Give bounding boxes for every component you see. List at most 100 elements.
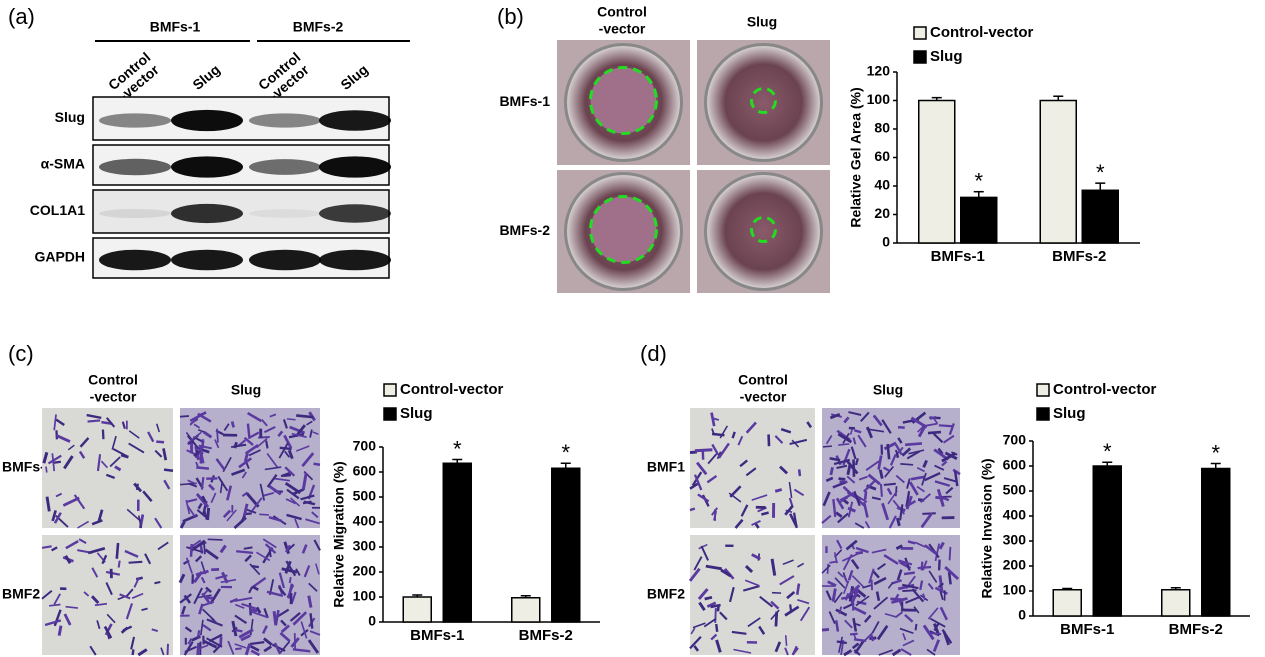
stained-cell: [268, 516, 283, 523]
stained-cell: [230, 421, 235, 428]
stained-cell: [905, 596, 920, 604]
stained-cell: [272, 611, 278, 626]
stained-cell: [932, 623, 940, 636]
stained-cell: [842, 485, 855, 497]
stained-cell: [141, 607, 148, 611]
stained-cell: [291, 432, 307, 439]
stained-cell: [251, 585, 259, 591]
stained-cell: [902, 583, 919, 590]
stained-cell: [829, 560, 838, 564]
stained-cell: [240, 634, 251, 642]
stained-cell: [105, 473, 116, 480]
stained-cell: [246, 423, 251, 440]
legend-swatch: [913, 50, 927, 64]
stained-cell: [311, 511, 319, 519]
stained-cell: [103, 625, 113, 639]
stained-cell: [853, 429, 862, 434]
stained-cell: [902, 632, 907, 641]
stained-cell: [793, 488, 805, 497]
well: [704, 172, 823, 291]
stained-cell: [887, 490, 898, 505]
stained-cell: [710, 603, 721, 609]
stained-cell: [734, 518, 744, 529]
stained-cell: [845, 539, 858, 551]
stained-cell: [821, 514, 832, 524]
stained-cell: [307, 595, 313, 608]
stained-cell: [770, 609, 780, 621]
stained-cell: [871, 496, 881, 501]
stained-cell: [303, 500, 316, 506]
stained-cell: [160, 647, 165, 656]
stained-cell: [195, 569, 209, 577]
stained-cell: [863, 491, 868, 500]
stained-cell: [105, 582, 113, 596]
stained-cell: [855, 551, 864, 555]
stained-cell: [231, 443, 247, 449]
stained-cell: [185, 557, 194, 574]
stained-cell: [916, 485, 925, 493]
stained-cell: [203, 508, 208, 520]
stained-cell: [928, 570, 938, 583]
stained-cell: [78, 450, 86, 459]
stained-cell: [896, 517, 901, 527]
stained-cell: [900, 463, 914, 466]
y-tick-label: 200: [1003, 557, 1027, 573]
column-label: Slug: [231, 382, 261, 398]
stained-cell: [922, 624, 935, 641]
bar: [918, 99, 956, 244]
stained-cell: [937, 582, 944, 589]
x-tick-label: BMFs-1: [931, 248, 985, 265]
stained-cell: [131, 649, 135, 656]
stained-cell: [897, 446, 904, 454]
stained-cell: [120, 626, 129, 634]
stained-cell: [715, 623, 719, 632]
bar: [1052, 589, 1082, 617]
stained-cell: [920, 561, 924, 571]
x-tick-label: BMFs-1: [410, 627, 464, 644]
stained-cell: [878, 469, 884, 479]
legend-swatch: [1036, 383, 1050, 397]
stained-cell: [89, 645, 97, 656]
stained-cell: [195, 492, 210, 508]
stained-cell: [285, 498, 297, 505]
stained-cell: [193, 587, 203, 605]
stained-cell: [922, 512, 936, 515]
stained-cell: [947, 571, 952, 585]
stained-cell: [707, 453, 718, 465]
stained-cell: [770, 558, 777, 576]
stained-cell: [871, 621, 880, 634]
y-tick-label: 20: [874, 205, 890, 221]
stained-cell: [117, 560, 121, 568]
stained-cell: [286, 418, 296, 421]
stained-cell: [295, 568, 301, 576]
stained-cell: [881, 419, 892, 434]
stained-cell: [878, 649, 894, 656]
stained-cell: [895, 611, 904, 618]
stained-cell: [698, 601, 706, 611]
stained-cell: [854, 458, 859, 466]
stained-cell: [189, 418, 199, 425]
stained-cell: [882, 466, 891, 472]
legend-label: Control-vector: [930, 24, 1034, 41]
stained-cell: [876, 624, 889, 641]
stained-cell: [41, 589, 53, 600]
stained-cell: [855, 595, 870, 607]
stained-cell: [731, 431, 736, 439]
stained-cell: [774, 488, 783, 493]
stained-cell: [284, 481, 302, 495]
stained-cell: [836, 640, 847, 645]
stained-cell: [271, 643, 286, 652]
stained-cell: [301, 544, 308, 554]
stained-cell: [249, 431, 260, 439]
stained-cell: [267, 484, 282, 496]
stained-cell: [927, 607, 939, 620]
blot-band: [99, 158, 171, 176]
y-axis-title: Relative Gel Area (%): [848, 87, 864, 227]
stained-cell: [47, 454, 62, 465]
stained-cell: [690, 627, 696, 635]
stained-cell: [51, 453, 56, 472]
stained-cell: [851, 642, 860, 650]
stained-cell: [200, 476, 205, 490]
stained-cell: [243, 453, 249, 462]
stained-cell: [201, 600, 215, 607]
